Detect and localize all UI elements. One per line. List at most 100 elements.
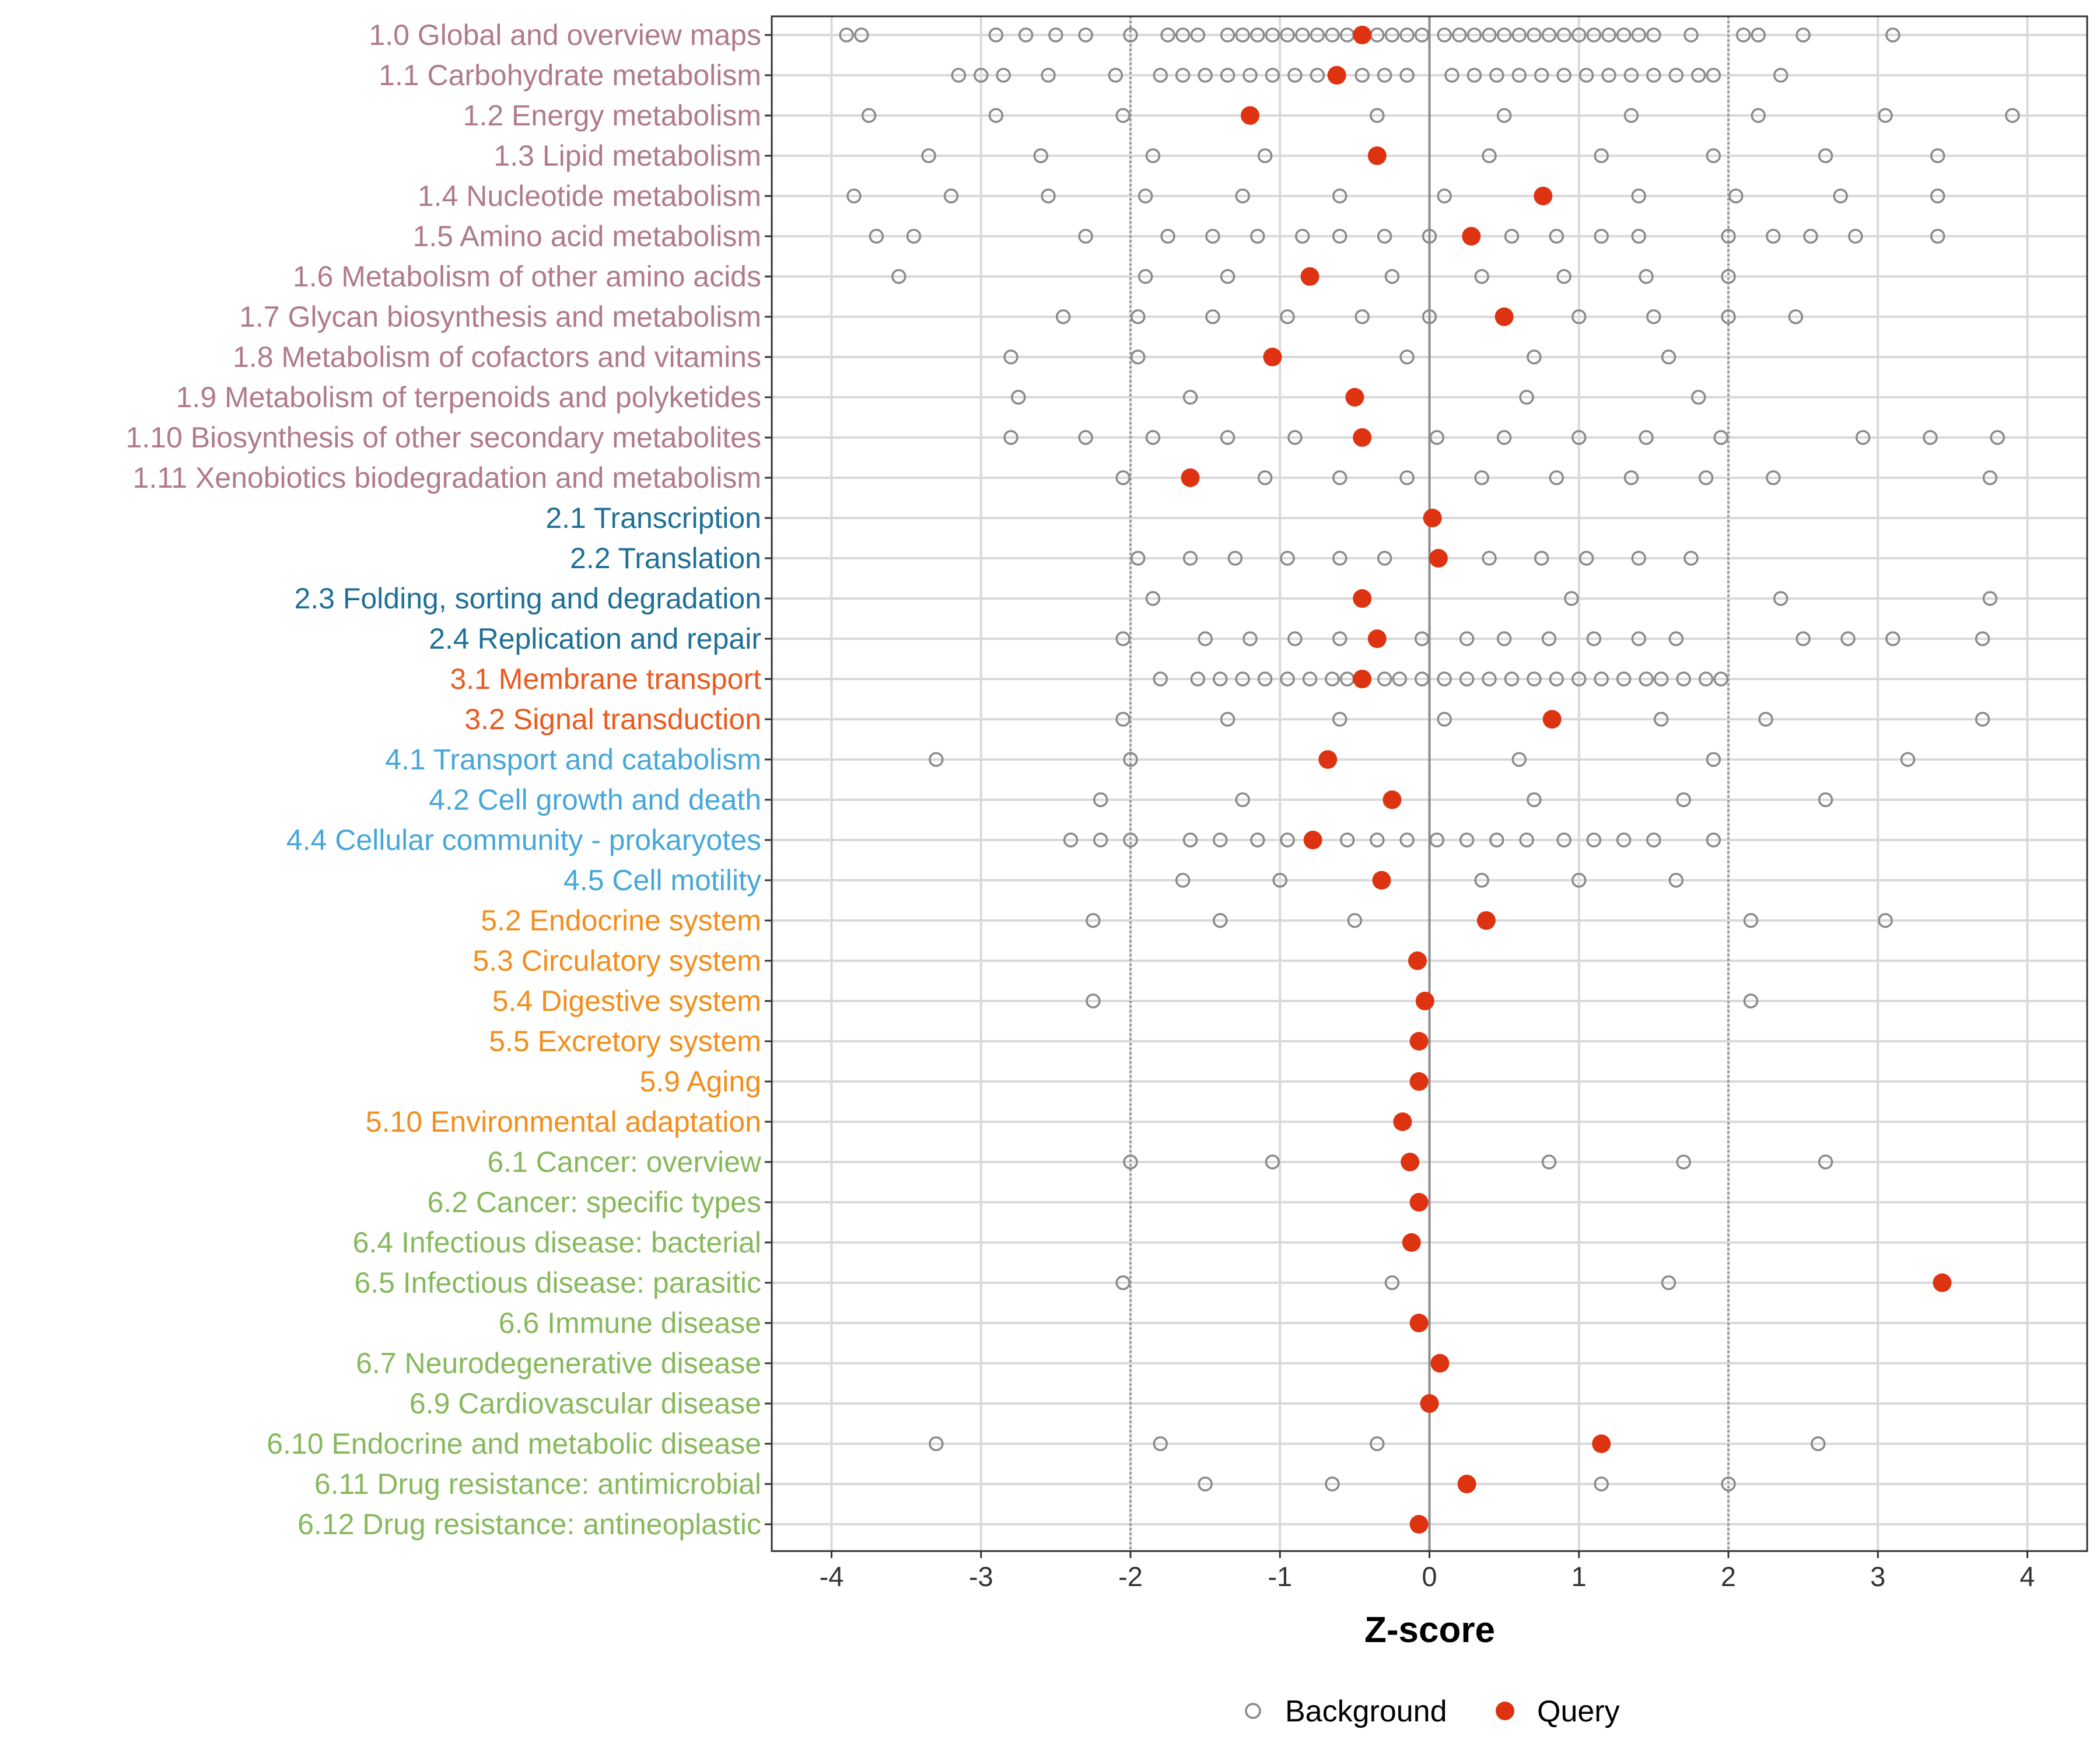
background-point [1354,309,1370,324]
background-point [1220,430,1236,445]
background-point [1878,913,1893,928]
query-point [1430,1354,1450,1373]
background-point [1153,1436,1168,1451]
background-point [1496,631,1512,646]
background-point [1833,188,1848,204]
background-point [1422,309,1437,324]
background-point [1123,1154,1138,1170]
background-point [1242,631,1258,646]
background-point [1796,27,1811,43]
background-point [1489,832,1504,848]
background-point [1496,430,1512,445]
background-point [1534,551,1549,566]
background-point [1175,873,1191,888]
background-point [1803,229,1818,244]
background-point [1766,229,1781,244]
background-point [1564,591,1579,606]
background-point [1384,27,1400,43]
background-point [1556,68,1572,83]
background-point [1280,832,1295,848]
background-point [1414,631,1430,646]
category-label: 6.10 Endocrine and metabolic disease [267,1427,761,1460]
background-point [1302,671,1318,687]
background-point [1198,1476,1213,1492]
background-point [1556,269,1572,284]
category-label: 4.1 Transport and catabolism [385,743,761,776]
background-point [1631,551,1646,566]
query-point [1303,831,1322,849]
x-tick-label: 2 [1721,1561,1736,1592]
background-point [1138,269,1153,284]
background-point [1115,631,1130,646]
background-point [1616,671,1632,687]
background-point [1676,671,1691,687]
background-point [1706,752,1721,767]
background-point [1572,671,1587,687]
background-point [1594,1476,1609,1492]
background-point [1265,68,1280,83]
background-point [1646,309,1661,324]
background-point [1482,27,1497,43]
background-point [1811,1436,1826,1451]
background-point [1639,671,1654,687]
background-point [1437,188,1452,204]
background-point [974,68,989,83]
category-label: 1.0 Global and overview maps [369,19,761,51]
background-point [1115,108,1130,123]
x-tick-label: 1 [1572,1561,1587,1592]
background-point [1878,108,1893,123]
background-point [1676,792,1691,807]
background-point [1773,68,1788,83]
background-point [1332,712,1348,727]
background-point [1586,27,1602,43]
background-point [1511,68,1527,83]
query-point [1318,750,1338,769]
background-point [1639,269,1654,284]
background-point [1594,671,1609,687]
background-point [951,68,967,83]
legend-query-label: Query [1537,1695,1620,1728]
background-point [1930,229,1945,244]
background-point [1414,27,1430,43]
query-point [1409,1515,1429,1534]
background-point [1556,27,1572,43]
query-point [1409,1314,1429,1332]
background-point [1414,671,1430,687]
background-point [1706,148,1721,163]
background-point [1653,671,1669,687]
background-point [906,229,922,244]
category-label: 6.12 Drug resistance: antineoplastic [298,1508,761,1541]
background-point [1721,229,1736,244]
background-point [1332,188,1348,204]
background-point [1482,671,1497,687]
background-point [1848,229,1863,244]
background-point [1250,229,1265,244]
background-point [1347,913,1363,928]
background-point [1123,752,1138,767]
background-point [1572,27,1587,43]
background-point [869,229,884,244]
background-point [1011,390,1026,405]
background-point [1631,229,1646,244]
background-point [1541,631,1557,646]
background-point [1549,671,1564,687]
background-point [921,148,936,163]
background-point [1138,188,1153,204]
background-point [1534,68,1549,83]
background-point [1721,1476,1736,1492]
background-point [1840,631,1856,646]
background-point [996,68,1011,83]
category-label: 1.8 Metabolism of cofactors and vitamins [233,341,761,373]
background-point [1220,27,1236,43]
background-point [1444,68,1460,83]
background-point [1213,832,1228,848]
background-point [1235,27,1250,43]
background-point [1482,551,1497,566]
background-point [1684,27,1699,43]
background-point [1646,832,1661,848]
query-point [1300,267,1320,286]
background-point [1572,873,1587,888]
background-point [1728,188,1744,204]
background-point [1399,349,1415,365]
